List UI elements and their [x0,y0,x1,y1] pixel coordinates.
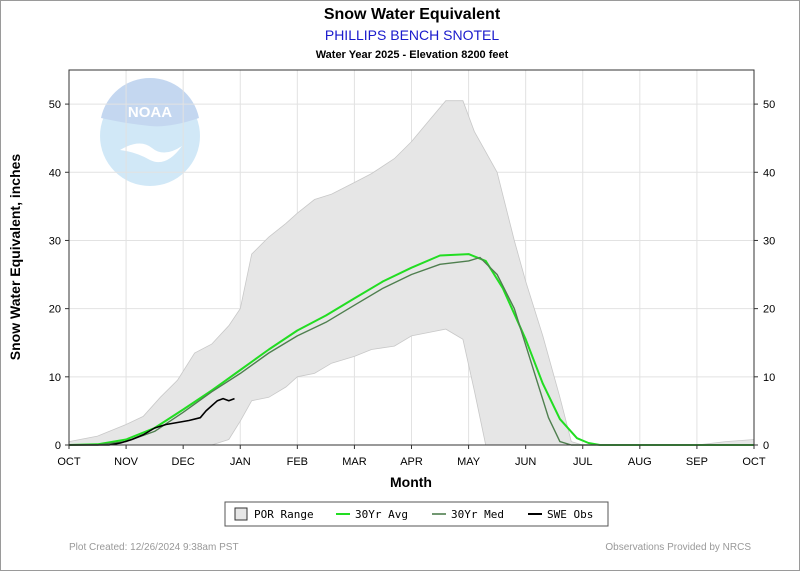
x-axis: OCT NOV DEC JAN FEB MAR APR MAY JUN JUL AUG SEP OCT [57,445,766,468]
y-tick-label-right: 20 [763,304,775,316]
x-tick-label: SEP [686,456,708,468]
x-tick-label: APR [400,456,423,468]
y-tick-label: 40 [49,167,61,179]
series-30yr-med [69,256,754,446]
x-tick-label: MAY [457,456,481,468]
y-tick-label-right: 30 [763,235,775,247]
x-tick-label: FEB [287,456,308,468]
legend-box [224,501,609,527]
y-tick-label-right: 10 [763,372,775,384]
y-tick-label: 30 [49,235,61,247]
y-axis-label: Snow Water Equivalent, inches [7,154,23,361]
noaa-logo-text: NOAA [128,104,172,121]
series-swe-obs [69,397,235,446]
chart-subtitle: PHILLIPS BENCH SNOTEL [325,27,499,43]
footer-provider: Observations Provided by NRCS [605,542,751,553]
y-tick-label-right: 50 [763,99,775,111]
y-tick-label-right: 0 [763,440,769,452]
x-tick-label: DEC [172,456,195,468]
x-tick-label: JUN [515,456,536,468]
chart-title: Snow Water Equivalent [324,6,501,23]
x-tick-label: JUL [573,456,593,468]
x-tick-label: OCT [742,456,766,468]
x-axis-label: Month [390,474,432,490]
y-tick-label-right: 40 [763,167,775,179]
legend-label: POR Range [254,508,314,521]
legend: POR Range 30Yr Avg 30Yr Med SWE Obs [224,501,609,527]
chart-subsubtitle: Water Year 2025 - Elevation 8200 feet [316,49,509,61]
y-axis-left: 0 10 20 30 40 50 [49,99,69,452]
legend-label: SWE Obs [547,508,593,521]
noaa-logo: NOAA [100,77,200,186]
y-tick-label: 50 [49,99,61,111]
x-tick-label: JAN [230,456,251,468]
x-tick-label: OCT [57,456,81,468]
series-30yr-avg [68,253,754,446]
x-tick-label: AUG [628,456,652,468]
y-tick-label: 20 [49,304,61,316]
footer-created: Plot Created: 12/26/2024 9:38am PST [69,542,239,553]
y-tick-label: 0 [55,440,61,452]
y-axis-right: 0 10 20 30 40 50 [754,99,775,452]
legend-label: 30Yr Med [451,508,504,521]
legend-label: 30Yr Avg [355,508,408,521]
x-tick-label: NOV [114,456,139,468]
x-tick-label: MAR [342,456,367,468]
y-tick-label: 10 [49,372,61,384]
legend-swatch-por [234,507,248,521]
